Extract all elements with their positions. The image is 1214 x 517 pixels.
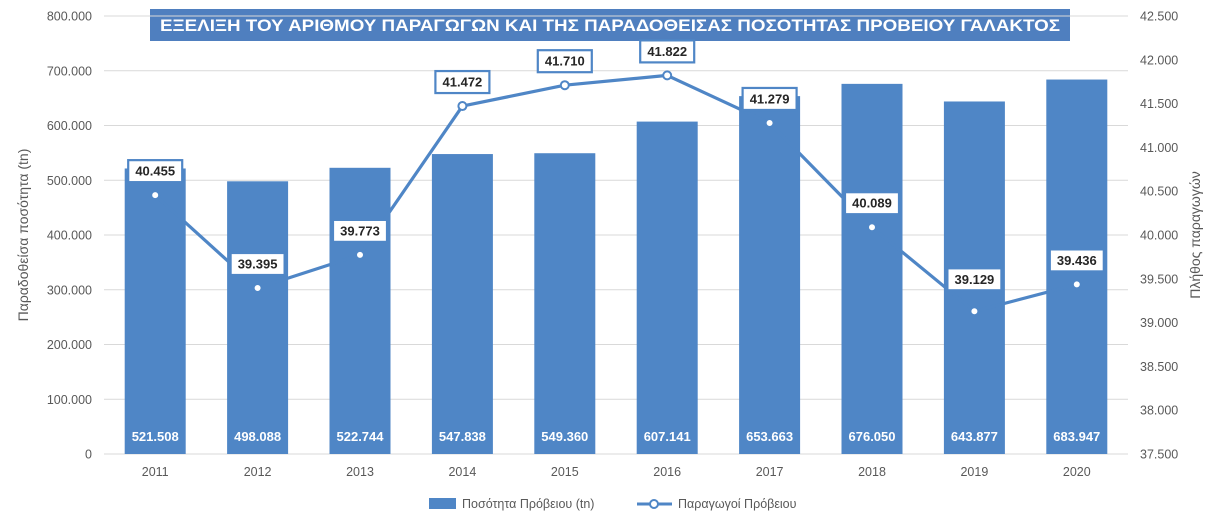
point-label-box bbox=[434, 69, 491, 95]
point-label-box bbox=[536, 49, 593, 74]
line-series: 40.455 39.395 39.773 41.472 41.710 41.822 41.2… bbox=[127, 39, 1105, 317]
bar-value-label: 676.050 bbox=[849, 429, 896, 444]
point-label-box bbox=[741, 86, 798, 112]
point-value-label: 39.436 bbox=[1057, 253, 1097, 268]
y-tick-label: 700.000 bbox=[47, 64, 92, 78]
bar bbox=[124, 168, 186, 454]
legend: Ποσότητα Πρόβειου (tn) Παραγωγοί Πρόβειου bbox=[429, 497, 797, 511]
y2-tick-label: 40.000 bbox=[1140, 229, 1178, 243]
line-point bbox=[355, 249, 365, 260]
y-tick-label: 500.000 bbox=[47, 174, 92, 188]
point-label-box bbox=[843, 191, 901, 216]
y-tick-label: 300.000 bbox=[47, 283, 92, 297]
point-value-label: 41.710 bbox=[545, 54, 585, 69]
y2-tick-label: 38.000 bbox=[1140, 404, 1178, 418]
x-tick-label: 2018 bbox=[858, 465, 886, 479]
point-value-label: 39.395 bbox=[238, 256, 278, 271]
legend-swatch-bar bbox=[429, 498, 456, 509]
bar-value-label: 498.088 bbox=[234, 429, 281, 444]
x-tick-label: 2011 bbox=[142, 465, 169, 479]
x-tick-label: 2012 bbox=[244, 465, 272, 479]
bar-value-label: 549.360 bbox=[541, 429, 588, 444]
y2-tick-label: 39.000 bbox=[1140, 316, 1178, 330]
y2-tick-label: 39.500 bbox=[1140, 272, 1178, 286]
series-line bbox=[154, 73, 1078, 313]
y2-tick-label: 37.500 bbox=[1140, 448, 1178, 462]
chart-title: ΕΞΕΛΙΞΗ ΤΟΥ ΑΡΙΘΜΟΥ ΠΑΡΑΓΩΓΩΝ ΚΑΙ ΤΗΣ ΠΑ… bbox=[160, 16, 1060, 35]
legend-label: Παραγωγοί Πρόβειου bbox=[678, 497, 797, 511]
bar-series: 521.508 498.088 522.744 547.838 549.360 607.1… bbox=[124, 79, 1108, 455]
x-tick-label: 2014 bbox=[448, 465, 476, 479]
y2-tick-label: 38.500 bbox=[1140, 360, 1178, 374]
y2-tick-label: 41.500 bbox=[1140, 97, 1178, 111]
line-point bbox=[1071, 279, 1082, 290]
y-tick-label: 400.000 bbox=[47, 229, 92, 243]
line-point bbox=[969, 306, 980, 317]
bar bbox=[329, 167, 391, 454]
bar bbox=[841, 83, 903, 455]
bar-value-label: 522.744 bbox=[337, 429, 385, 444]
y2-tick-label: 42.500 bbox=[1140, 10, 1178, 24]
x-tick-label: 2013 bbox=[346, 465, 374, 479]
line-point bbox=[457, 101, 468, 112]
bar bbox=[636, 121, 698, 454]
axes: 0 100.000 200.000 300.000 400.000 500.000 600.… bbox=[47, 10, 1178, 480]
point-label-box bbox=[1048, 248, 1105, 273]
bar bbox=[227, 181, 289, 454]
point-value-label: 39.129 bbox=[955, 272, 995, 287]
legend-swatch-marker bbox=[649, 499, 659, 509]
bar bbox=[739, 96, 801, 454]
y2-tick-label: 40.500 bbox=[1140, 185, 1178, 199]
point-value-label: 41.472 bbox=[443, 75, 483, 90]
bar-value-label: 653.663 bbox=[746, 429, 793, 444]
point-value-label: 39.773 bbox=[340, 223, 380, 238]
y-tick-label: 600.000 bbox=[47, 119, 92, 133]
y2-tick-label: 41.000 bbox=[1140, 141, 1178, 155]
bar-value-label: 521.508 bbox=[132, 429, 179, 444]
line-point bbox=[559, 80, 570, 91]
y-tick-label: 0 bbox=[85, 448, 92, 462]
point-label-box bbox=[229, 251, 286, 277]
line-point bbox=[150, 190, 161, 201]
y-tick-label: 100.000 bbox=[47, 393, 92, 407]
x-tick-label: 2017 bbox=[756, 465, 784, 479]
y2-tick-label: 42.000 bbox=[1140, 53, 1178, 67]
line-point bbox=[867, 222, 877, 233]
bar-value-label: 547.838 bbox=[439, 429, 486, 444]
y-tick-label: 200.000 bbox=[47, 338, 92, 352]
line-point bbox=[662, 70, 673, 81]
point-label-box bbox=[946, 267, 1003, 292]
x-tick-label: 2015 bbox=[551, 465, 579, 479]
point-value-label: 40.089 bbox=[852, 196, 892, 211]
bar bbox=[534, 153, 596, 454]
bar bbox=[431, 154, 493, 454]
bar-value-label: 607.141 bbox=[644, 429, 691, 444]
x-tick-label: 2020 bbox=[1063, 465, 1091, 479]
chart-title-background bbox=[150, 9, 1070, 41]
point-label-box bbox=[127, 159, 184, 184]
point-value-label: 41.279 bbox=[750, 91, 790, 106]
point-label-box bbox=[331, 218, 389, 243]
legend-label: Ποσότητα Πρόβειου (tn) bbox=[462, 497, 594, 511]
point-value-label: 40.455 bbox=[135, 164, 175, 179]
line-point bbox=[764, 117, 775, 128]
bar-value-label: 683.947 bbox=[1053, 429, 1100, 444]
y-tick-label: 800.000 bbox=[47, 10, 92, 24]
bar-value-label: 643.877 bbox=[951, 429, 998, 444]
x-tick-label: 2016 bbox=[653, 465, 681, 479]
point-label-box bbox=[639, 39, 696, 64]
point-value-label: 41.822 bbox=[647, 44, 687, 59]
y-axis-title: Παραδοθείσα ποσότητα (tn) bbox=[15, 149, 31, 322]
x-tick-label: 2019 bbox=[960, 465, 988, 479]
line-point bbox=[252, 282, 263, 293]
y2-axis-title: Πλήθος παραγωγών bbox=[1187, 171, 1203, 299]
